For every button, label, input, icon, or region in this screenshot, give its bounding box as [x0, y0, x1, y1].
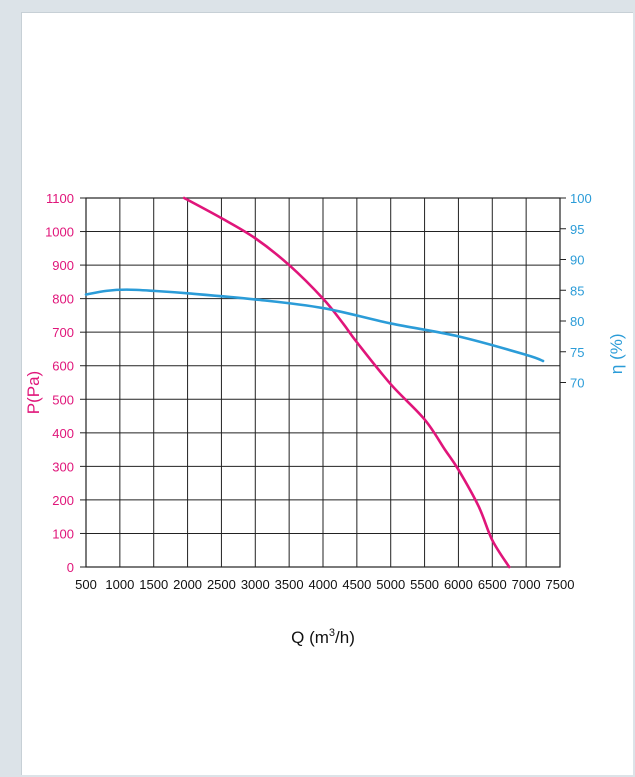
performance-chart: 500 1000 1500 2000 2500 3000 3500 4000 4500 5000 5…: [24, 191, 626, 647]
x-tick-label: 500: [75, 577, 97, 592]
x-tick-label: 6500: [478, 577, 507, 592]
x-tick-label: 4500: [342, 577, 371, 592]
y-left-tick-label: 500: [52, 392, 74, 407]
y-left-tick-label: 900: [52, 258, 74, 273]
y-right-tick-label: 100: [570, 191, 592, 206]
x-tick-label: 1500: [139, 577, 168, 592]
chart-panel: 500 1000 1500 2000 2500 3000 3500 4000 4500 5000 5…: [21, 12, 633, 775]
y-left-tick-label: 800: [52, 292, 74, 307]
x-tick-label: 5000: [376, 577, 405, 592]
y-left-tick-label: 400: [52, 426, 74, 441]
efficiency-curve: [84, 288, 545, 363]
pressure-curve: [182, 196, 511, 569]
y-axis-left-label: P(Pa): [24, 371, 43, 414]
x-tick-label: 7000: [512, 577, 541, 592]
x-tick-label: 4000: [309, 577, 338, 592]
y-left-tick-label: 600: [52, 359, 74, 374]
curves: [84, 196, 545, 569]
y-right-tick-label: 70: [570, 376, 584, 391]
grid: [80, 197, 566, 568]
y-left-tick-label: 0: [67, 560, 74, 575]
x-tick-label: 2500: [207, 577, 236, 592]
y-left-tick-label: 700: [52, 325, 74, 340]
y-left-tick-label: 200: [52, 493, 74, 508]
plot-frame: [85, 197, 561, 568]
y-right-tick-label: 90: [570, 253, 584, 268]
x-tick-label: 6000: [444, 577, 473, 592]
y-left-tick-label: 1000: [45, 225, 74, 240]
x-axis-label: Q (m3/h): [291, 627, 355, 647]
x-tick-label: 7500: [546, 577, 575, 592]
y-right-tick-label: 85: [570, 283, 584, 298]
y-right-tick-label: 80: [570, 314, 584, 329]
x-tick-label: 3000: [241, 577, 270, 592]
tick-labels: 500 1000 1500 2000 2500 3000 3500 4000 4500 5000 5…: [45, 191, 592, 592]
y-right-tick-label: 75: [570, 345, 584, 360]
x-tick-label: 2000: [173, 577, 202, 592]
x-tick-label: 1000: [105, 577, 134, 592]
y-left-tick-label: 100: [52, 526, 74, 541]
y-axis-right-label: η (%): [607, 333, 626, 374]
y-right-tick-label: 95: [570, 222, 584, 237]
x-tick-label: 5500: [410, 577, 439, 592]
x-tick-label: 3500: [275, 577, 304, 592]
y-left-tick-label: 1100: [46, 191, 74, 206]
y-left-tick-label: 300: [52, 459, 74, 474]
